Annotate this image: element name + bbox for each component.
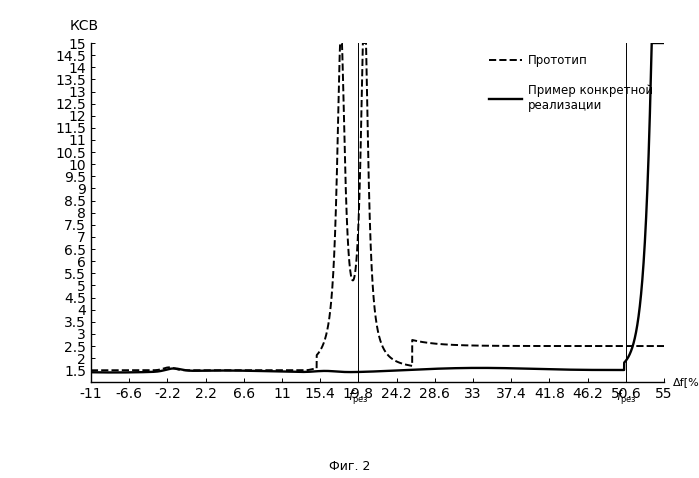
Text: Фиг. 2: Фиг. 2 — [329, 460, 370, 473]
Text: КСВ: КСВ — [69, 19, 99, 33]
Text: $f_{\mathrm{рез}}$: $f_{\mathrm{рез}}$ — [348, 389, 368, 407]
Legend: Прототип, Пример конкретной
реализации: Прототип, Пример конкретной реализации — [484, 49, 658, 117]
Text: Δf[%f₀]: Δf[%f₀] — [672, 378, 699, 387]
Text: $f_{\mathrm{рез}}$: $f_{\mathrm{рез}}$ — [616, 389, 636, 407]
